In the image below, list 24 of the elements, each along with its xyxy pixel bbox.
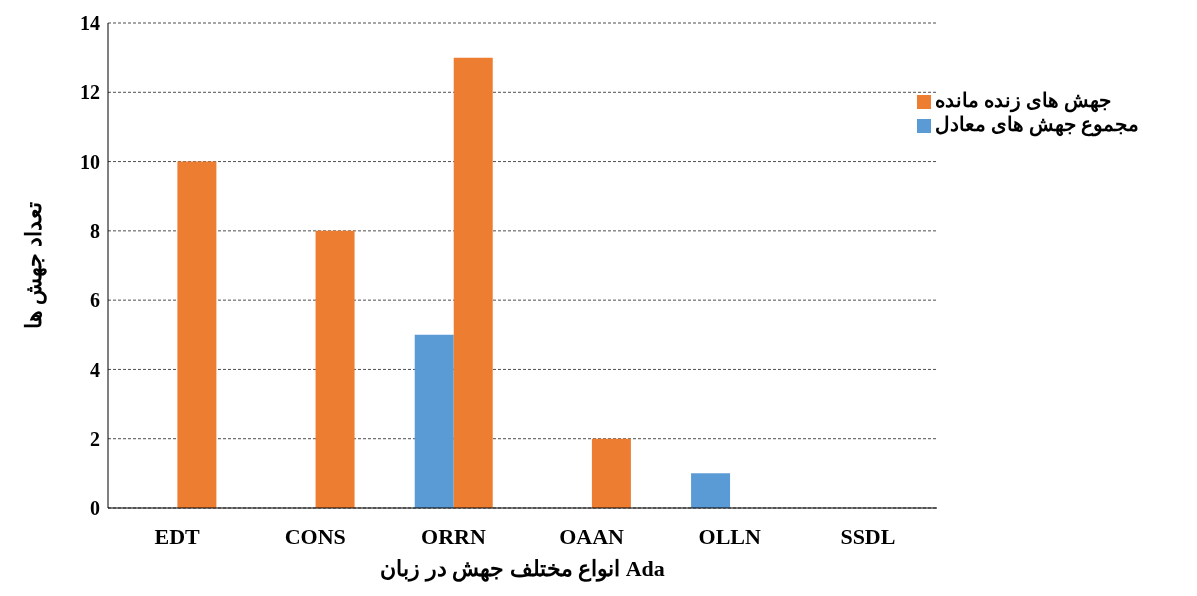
bar xyxy=(453,57,493,508)
y-tick-label: 4 xyxy=(90,358,100,381)
y-tick-label: 2 xyxy=(90,427,100,450)
y-tick-label: 8 xyxy=(90,219,100,242)
y-tick-label: 12 xyxy=(80,81,100,104)
y-tick-label: 6 xyxy=(90,289,100,312)
x-tick-label: SSDL xyxy=(840,523,896,549)
x-tick-label: EDT xyxy=(154,523,201,549)
x-tick-label: OAAN xyxy=(559,523,625,549)
y-tick-label: 10 xyxy=(80,150,100,173)
x-tick-label: ORRN xyxy=(421,523,486,549)
x-tick-label: CONS xyxy=(284,523,346,549)
bar xyxy=(315,230,355,508)
legend-label: جهش های زنده مانده xyxy=(935,89,1111,111)
x-axis-title: انواع مختلف جهش در زبان Ada xyxy=(380,556,665,582)
legend-label: مجموع جهش های معادل xyxy=(935,113,1139,135)
x-tick-label: OLLN xyxy=(698,523,762,549)
bar xyxy=(591,438,631,508)
bar xyxy=(414,334,454,508)
bar xyxy=(177,161,217,508)
y-axis-title: تعداد جهش ها xyxy=(20,202,47,329)
y-tick-label: 0 xyxy=(90,497,100,520)
y-tick-label: 14 xyxy=(80,12,100,35)
bar xyxy=(691,473,731,508)
